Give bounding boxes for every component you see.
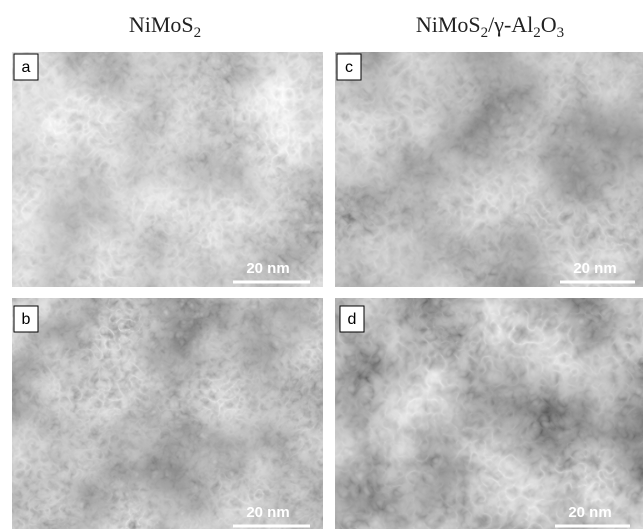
panel: c 20 nm [335,52,643,287]
title-subscript: 3 [557,25,565,41]
column-title: NiMoS2/γ-Al2O3 [416,12,564,41]
title-subscript: 2 [533,25,541,41]
tem-image [335,52,643,287]
panel: d 20 nm [335,298,643,529]
title-subscript: 2 [481,25,489,41]
panel: a 20 nm [12,52,323,287]
title-part: NiMoS [416,12,481,37]
scale-label: 20 nm [573,260,616,277]
tem-image [12,52,323,287]
tem-image [335,298,643,529]
title-part: O [541,12,557,37]
scale-label: 20 nm [246,504,289,521]
scale-label: 20 nm [246,260,289,277]
panel-label: b [22,311,31,328]
figure: NiMoS2 NiMoS2/γ-Al2O3 a 20 nm c 20 nm b … [0,0,643,529]
panel-label: d [348,311,357,328]
title-subscript: 2 [194,25,202,41]
column-title: NiMoS2 [129,12,201,41]
tem-image [12,298,323,529]
scale-label: 20 nm [568,504,611,521]
panel-label: c [345,59,353,76]
panel-label: a [22,59,31,76]
panel: b 20 nm [12,298,323,529]
title-part: /γ-Al [488,12,533,37]
title-part: NiMoS [129,12,194,37]
